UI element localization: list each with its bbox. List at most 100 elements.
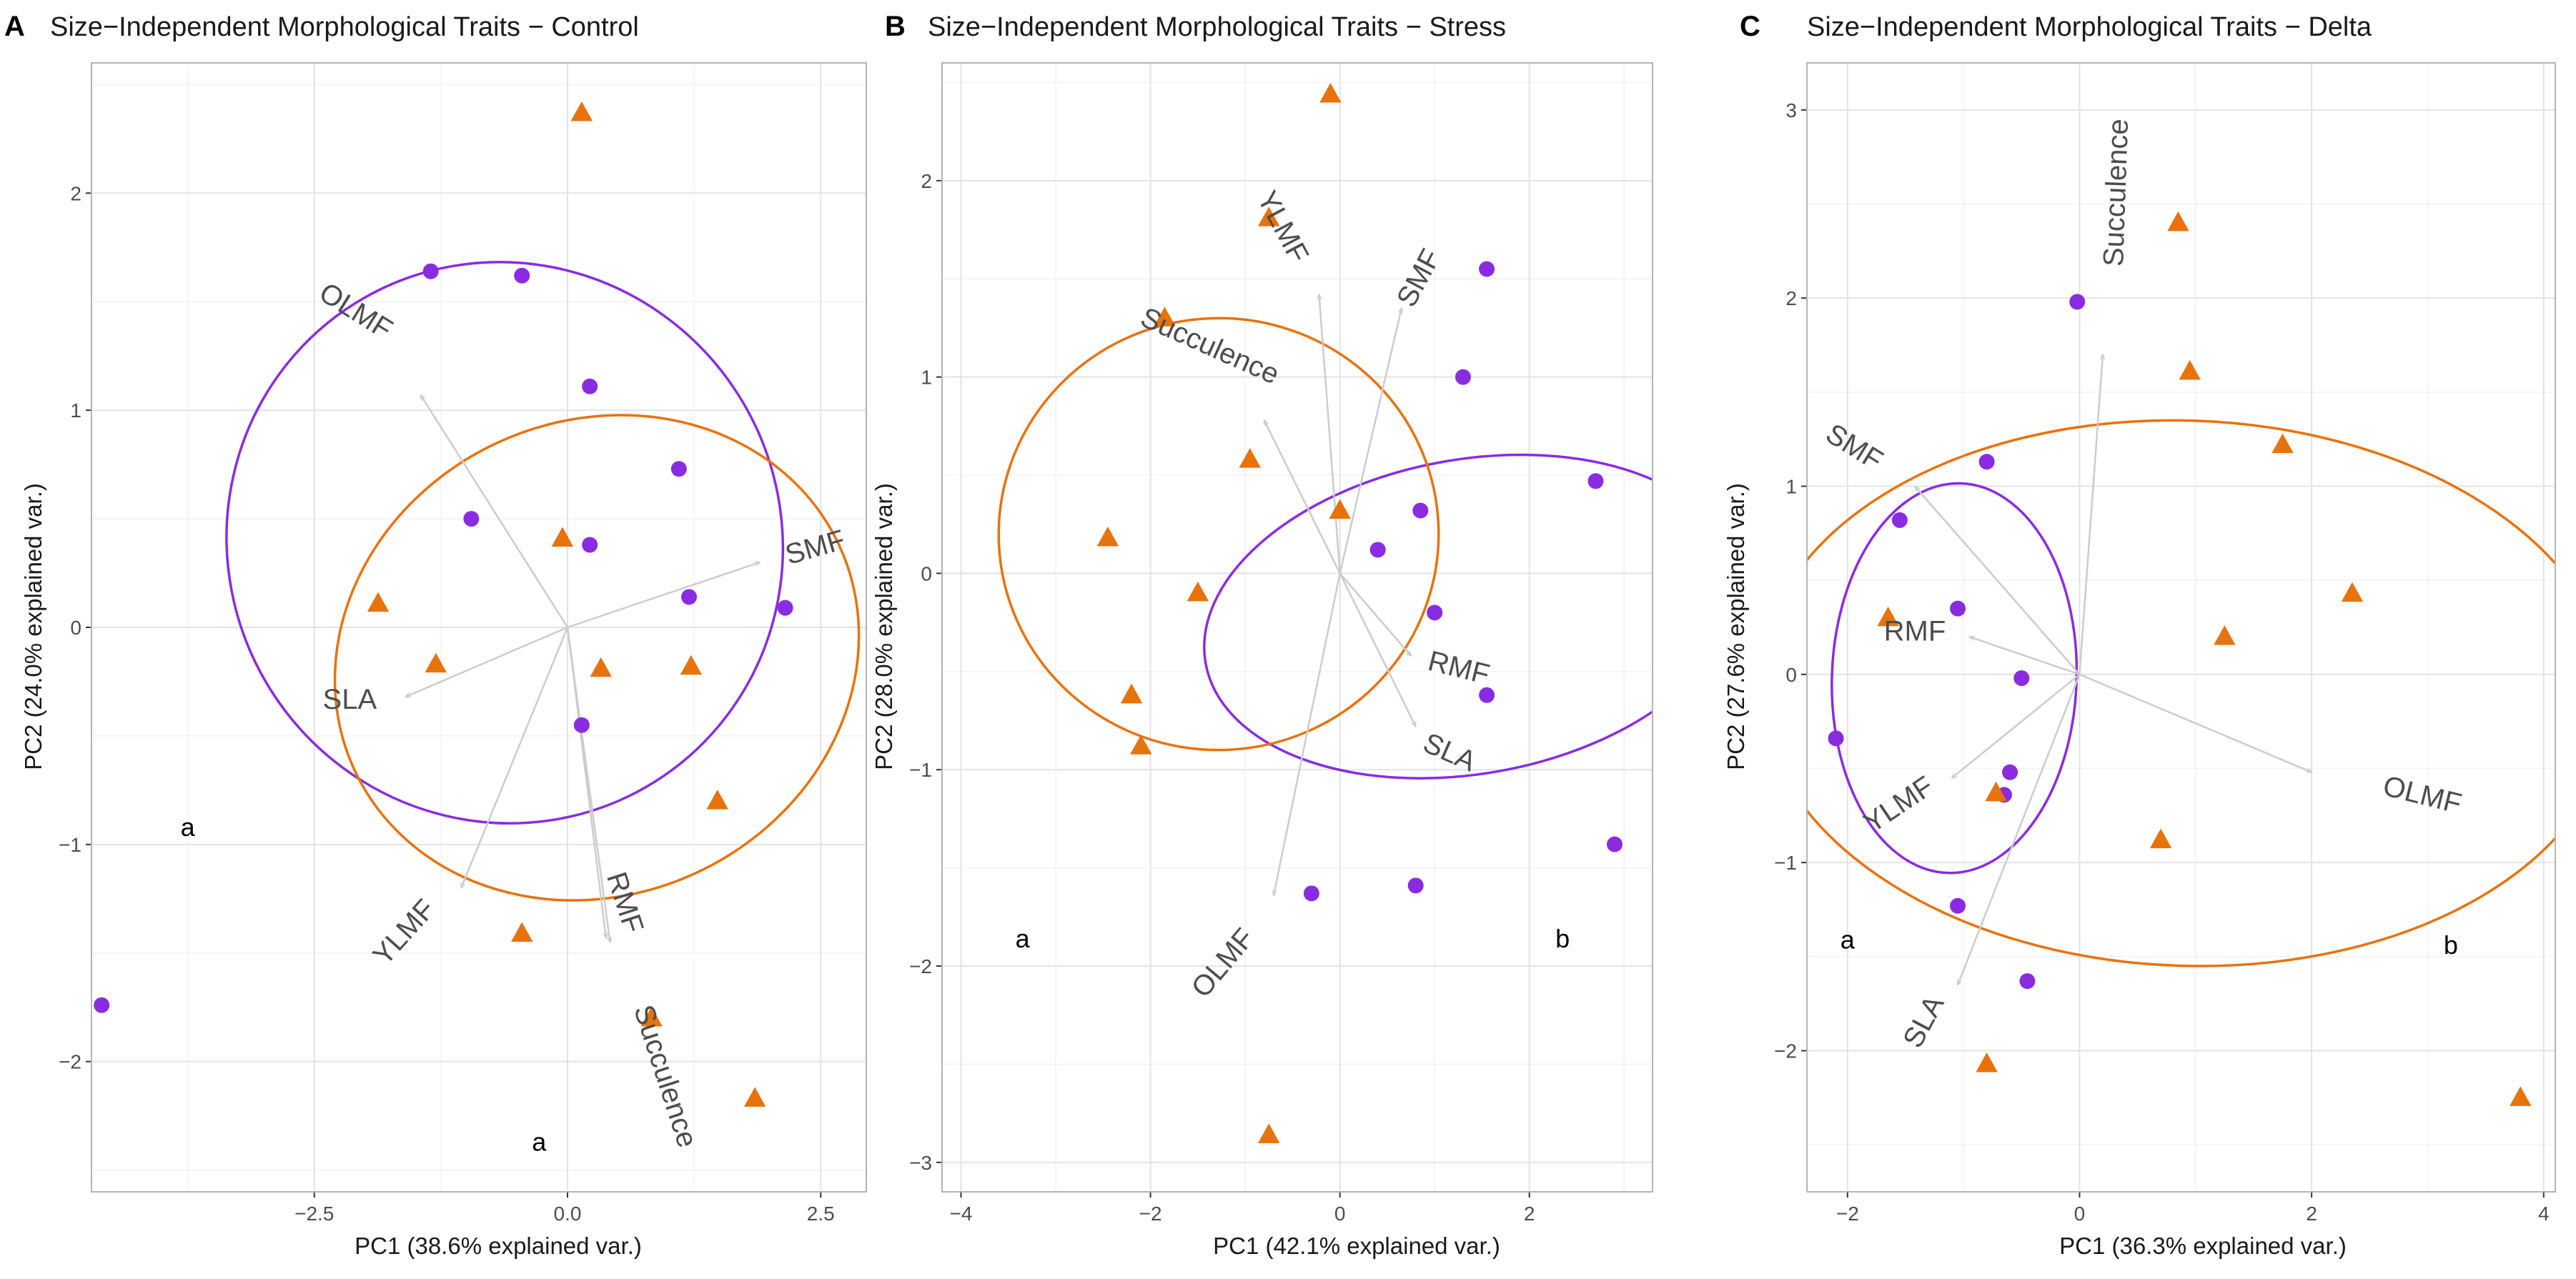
panel-b-group-label-1: b: [1555, 924, 1570, 953]
panel-c-x-tick-label-2: 2: [2306, 1203, 2317, 1225]
panel-a-point-group1-1: [422, 263, 439, 279]
panel-b-point-group1-7: [1606, 836, 1623, 852]
panel-c-data-layer: [1807, 211, 2555, 1106]
panel-c-y-tick-label-1: −1: [1774, 852, 1797, 874]
panel-c-point-group1-2: [1891, 512, 1908, 528]
panel-c: C Size−Independent Morphological Traits …: [1723, 11, 2556, 1259]
panel-b-y-tick-label-5: 2: [921, 170, 932, 192]
panel-c-loading-arrow-rmf: [1969, 637, 2080, 676]
panel-b-loading-arrow-olmf: [1274, 573, 1341, 895]
panel-c-point-group1-3: [1950, 600, 1966, 617]
panel-c-arrow-label-olmf: OLMF: [2380, 770, 2464, 820]
panel-a-group-label-0: a: [181, 812, 196, 842]
panel-c-loading-arrow-olmf: [2079, 673, 2312, 773]
panel-a-arrow-label-succulence: Succulence: [628, 1001, 703, 1151]
panel-b-point-group1-1: [1455, 369, 1471, 385]
panel-b-x-tick-label-3: 2: [1524, 1203, 1535, 1225]
panel-b-y-tick-label-2: −1: [909, 759, 932, 781]
panel-b-point-group1-3: [1412, 502, 1429, 519]
panel-a-group-label-1: a: [532, 1128, 547, 1157]
panel-c-y-tick-label-4: 2: [1785, 287, 1797, 309]
panel-b-y-axis-title: PC2 (28.0% explained var.): [871, 483, 897, 770]
panel-c-x-axis-title: PC1 (36.3% explained var.): [2059, 1233, 2347, 1259]
panel-b-x-axis-title: PC1 (42.1% explained var.): [1213, 1233, 1500, 1259]
panel-b-confidence-ellipse-group2: [997, 317, 1440, 752]
panel-b-group-label-0: a: [1016, 924, 1031, 953]
panel-a-data-layer: [94, 101, 861, 1107]
panel-b-x-tick-label-1: −2: [1139, 1203, 1162, 1225]
panel-b-point-group2-3: [1239, 448, 1261, 468]
panel-b-point-group1-6: [1479, 687, 1495, 703]
panel-b-y-tick-label-4: 1: [921, 367, 932, 389]
panel-c-plot-area: −2 0 2 4 −2 −1 0 1 2 3 Succulence SMF RMF OLMF YLMF SLA…: [1774, 62, 2556, 1225]
panel-a-point-group2-4: [590, 657, 612, 677]
panel-a-point-group2-0: [570, 101, 593, 121]
panel-c-y-tick-label-2: 0: [1785, 664, 1797, 686]
panel-b-arrow-label-olmf: OLMF: [1186, 922, 1261, 1003]
panel-c-point-group2-3: [1877, 606, 1899, 627]
panel-c-y-tick-label-0: −2: [1774, 1040, 1797, 1062]
panel-c-letter: C: [1740, 11, 1760, 42]
panel-a-point-group2-5: [680, 655, 703, 675]
panel-c-point-group1-8: [1950, 897, 1966, 914]
panel-c-point-group2-9: [2510, 1086, 2532, 1106]
panel-a: A Size−Independent Morphological Traits …: [4, 11, 867, 1259]
panel-a-y-tick-label-2: 0: [70, 617, 81, 639]
panel-b-confidence-ellipse-group1: [1203, 453, 1653, 780]
panel-a-point-group1-4: [670, 461, 687, 477]
panel-c-arrow-label-rmf: RMF: [1884, 615, 1946, 647]
panel-c-y-tick-label-5: 3: [1785, 99, 1797, 121]
panel-b-y-tick-label-1: −2: [909, 955, 932, 977]
panel-a-confidence-ellipse-group1: [225, 261, 785, 825]
panel-c-point-group2-2: [2272, 433, 2294, 454]
panel-b-point-group2-7: [1120, 683, 1143, 704]
panel-b-point-group2-6: [1187, 581, 1209, 602]
panel-a-confidence-ellipse-group2: [333, 414, 861, 902]
panel-a-point-group2-3: [425, 652, 447, 673]
panel-b-point-group1-5: [1427, 604, 1443, 621]
panel-c-point-group2-6: [1985, 781, 2007, 802]
panel-b-point-group1-4: [1369, 542, 1386, 558]
panel-a-point-group1-5: [463, 511, 480, 527]
panel-c-y-axis-title: PC2 (27.6% explained var.): [1723, 483, 1749, 770]
panel-b-x-tick-label-0: −4: [950, 1203, 973, 1225]
panel-c-point-group1-5: [1828, 730, 1844, 747]
panel-c-confidence-ellipse-group2: [1807, 419, 2555, 967]
panel-b-loading-arrow-rmf: [1339, 572, 1411, 655]
panel-b-plot-area: −4 −2 0 2−3−2−1012YLMFSMFSucculenceRMFSLAOL…: [909, 62, 1653, 1225]
panel-a-point-group1-9: [573, 717, 590, 733]
panel-a-point-group1-0: [94, 997, 110, 1013]
panel-c-arrow-label-succulence: Succulence: [2098, 119, 2134, 267]
panel-b-arrow-label-ylmf: YLMF: [1251, 186, 1314, 268]
panel-c-loading-arrow-smf: [1915, 487, 2081, 675]
panel-c-point-group1-6: [2002, 764, 2018, 780]
panel-b-letter: B: [885, 11, 906, 42]
panel-c-point-group2-1: [2179, 359, 2201, 380]
panel-a-y-axis-title: PC2 (24.0% explained var.): [20, 483, 46, 770]
panel-b-point-group2-4: [1329, 499, 1351, 519]
panel-c-x-tick-label-1: 0: [2074, 1203, 2086, 1225]
panel-a-point-group1-2: [514, 267, 530, 284]
panel-a-arrow-label-ylmf: YLMF: [367, 893, 441, 971]
panel-b: B Size−Independent Morphological Traits …: [871, 11, 1653, 1259]
panel-b-title: Size−Independent Morphological Traits − …: [928, 12, 1506, 42]
panel-a-loading-arrow-succulence: [566, 627, 610, 942]
panel-a-y-tick-label-3: 1: [70, 399, 81, 422]
panel-a-x-axis-title: PC1 (38.6% explained var.): [355, 1233, 642, 1259]
panel-a-border: [91, 62, 867, 1193]
panel-b-loading-arrow-smf: [1339, 308, 1402, 574]
panel-c-point-group1-4: [2013, 670, 2030, 687]
panel-c-point-group1-0: [2069, 294, 2086, 310]
panel-c-arrow-label-sla: SLA: [1897, 990, 1950, 1053]
panel-a-arrow-label-sla: SLA: [323, 684, 377, 715]
panel-c-point-group2-7: [2149, 828, 2172, 849]
panel-c-point-group1-1: [1978, 454, 1995, 470]
panel-a-x-tick-label-1: 0.0: [554, 1203, 582, 1225]
panel-c-point-group2-8: [1976, 1052, 1998, 1073]
panel-a-letter: A: [4, 11, 25, 42]
panel-b-y-tick-label-3: 0: [921, 562, 932, 584]
panel-a-loading-arrow-ylmf: [460, 627, 569, 888]
panel-b-point-group2-8: [1130, 735, 1152, 755]
